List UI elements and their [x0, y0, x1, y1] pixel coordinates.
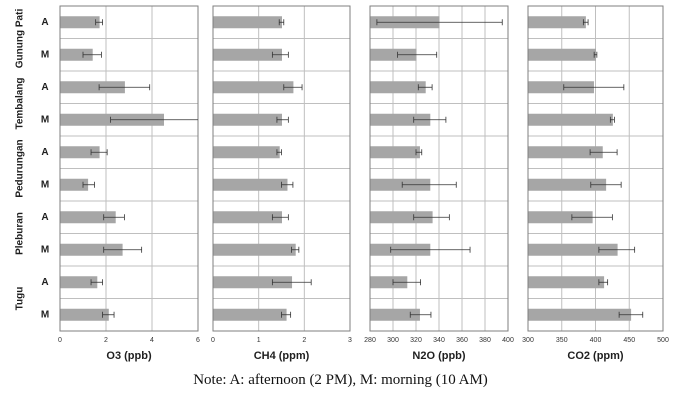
tick-label: 0	[58, 337, 62, 344]
bar	[370, 308, 420, 321]
bar	[213, 81, 294, 94]
chart-panel: 300 350 400 450 500 CO2 (ppm)	[522, 5, 669, 362]
group-label: Pedurungan	[15, 139, 26, 197]
tick-label: 320	[410, 337, 422, 344]
tick-label: 300	[387, 337, 399, 344]
bar	[213, 113, 282, 126]
bar	[213, 16, 282, 29]
bar	[528, 81, 594, 94]
tick-label: 1	[257, 337, 261, 344]
row-label: M	[41, 114, 49, 125]
bar	[528, 178, 607, 191]
group-label: Pleburan	[15, 212, 26, 255]
bar	[528, 211, 593, 224]
bar	[60, 16, 100, 29]
bar	[370, 178, 431, 191]
bar	[370, 113, 431, 126]
bar	[60, 48, 93, 61]
tick-label: 400	[590, 337, 602, 344]
chart-panel: 0 2 4 6 O3 (ppb)	[58, 5, 200, 362]
axis-title: O3 (ppb)	[106, 350, 152, 362]
figure-note: Note: A: afternoon (2 PM), M: morning (1…	[193, 372, 488, 388]
bar	[60, 211, 116, 224]
bar	[370, 211, 433, 224]
tick-label: 360	[456, 337, 468, 344]
tick-label: 450	[623, 337, 635, 344]
chart-panel: 0 1 2 3 CH4 (ppm)	[211, 5, 352, 362]
tick-label: 2	[104, 337, 108, 344]
group-label: Tembalang	[15, 77, 26, 129]
bar	[528, 146, 603, 159]
chart-figure: Gunung Pati Tembalang Pedurungan Pleburan Tu…	[15, 5, 669, 362]
bar	[60, 276, 98, 289]
row-label: M	[41, 309, 49, 320]
bar	[60, 243, 123, 256]
chart-panels: 0 2 4 6 O3 (ppb) 0 1 2 3 CH4 (ppm) 280 300 320 340 360…	[58, 5, 669, 362]
row-label: A	[41, 277, 48, 288]
tick-label: 380	[479, 337, 491, 344]
bar	[213, 308, 287, 321]
bar	[213, 48, 282, 61]
row-label: M	[41, 179, 49, 190]
axis-title: CO2 (ppm)	[567, 350, 624, 362]
row-label: M	[41, 49, 49, 60]
panel-frame	[59, 5, 199, 332]
tick-label: 6	[196, 337, 200, 344]
row-label: M	[41, 244, 49, 255]
panel-frame	[527, 5, 664, 332]
chart-panel: 280 300 320 340 360 380 400 N2O (ppb)	[364, 5, 514, 362]
bar	[213, 146, 280, 159]
bar	[60, 178, 89, 191]
tick-label: 500	[657, 337, 669, 344]
bar	[370, 276, 408, 289]
bar	[370, 48, 417, 61]
bar	[213, 178, 288, 191]
bar	[528, 16, 586, 29]
panel-frame	[369, 5, 509, 332]
tick-label: 400	[502, 337, 514, 344]
group-label: Tugu	[15, 287, 26, 311]
tick-label: 340	[433, 337, 445, 344]
bar	[60, 81, 125, 94]
bar	[213, 211, 282, 224]
bar	[528, 48, 596, 61]
row-label: A	[41, 17, 48, 28]
bar	[528, 243, 618, 256]
tick-label: 2	[302, 337, 306, 344]
row-label: A	[41, 82, 48, 93]
panel-frame	[212, 5, 351, 332]
row-label: A	[41, 212, 48, 223]
bar	[528, 113, 613, 126]
row-label: A	[41, 147, 48, 158]
group-label: Gunung Pati	[15, 9, 26, 69]
bar	[60, 146, 100, 159]
tick-label: 0	[211, 337, 215, 344]
axis-title: CH4 (ppm)	[254, 350, 310, 362]
tick-label: 350	[556, 337, 568, 344]
bar	[370, 81, 426, 94]
tick-label: 3	[348, 337, 352, 344]
bar	[528, 308, 632, 321]
tick-label: 280	[364, 337, 376, 344]
bar	[528, 276, 605, 289]
bar	[60, 308, 109, 321]
bar	[370, 146, 420, 159]
group-labels: Gunung Pati Tembalang Pedurungan Pleburan Tu…	[15, 9, 26, 311]
tick-label: 300	[522, 337, 534, 344]
row-labels: A M A M A M A M A M	[41, 17, 49, 321]
bar	[213, 243, 296, 256]
axis-title: N2O (ppb)	[412, 350, 465, 362]
tick-label: 4	[150, 337, 154, 344]
